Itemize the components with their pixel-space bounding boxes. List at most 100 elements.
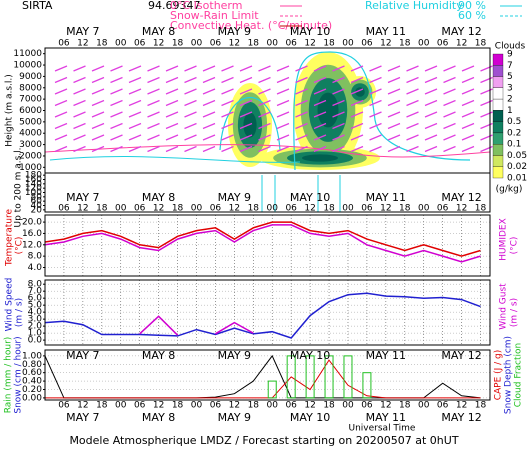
wind-arrow xyxy=(54,76,68,84)
wind-arrow xyxy=(369,122,382,130)
wind-arrow xyxy=(295,65,308,72)
y-tick-label: 60 xyxy=(31,197,43,207)
wind-arrow xyxy=(332,76,345,84)
wind-arrow xyxy=(276,145,290,153)
wind-arrow xyxy=(276,76,290,84)
wind-arrow xyxy=(461,88,475,95)
x-tick-label: 12 xyxy=(153,39,164,49)
x-tick-label: 18 xyxy=(172,401,184,411)
wind-arrow xyxy=(165,122,179,130)
plot-frame xyxy=(44,279,491,346)
wind-arrow xyxy=(350,76,364,84)
y-tick-label: 4.0 xyxy=(28,263,43,273)
wind-arrow xyxy=(110,65,123,72)
wind-arrow xyxy=(91,65,105,72)
x-tick-label: 18 xyxy=(248,39,260,49)
y-tick-label: 12.0 xyxy=(22,240,42,250)
wind-arrow xyxy=(295,145,308,153)
wind-arrow xyxy=(91,134,105,141)
x-tick-label: 18 xyxy=(475,39,487,49)
wind-arrow xyxy=(369,99,382,107)
day-label: MAY 7 xyxy=(66,191,99,204)
axis-title: Temperature xyxy=(5,209,15,267)
wind-arrow xyxy=(443,99,456,107)
x-tick-label: 18 xyxy=(172,204,184,214)
x-tick-label: 18 xyxy=(323,39,335,49)
wind-arrow xyxy=(221,111,234,118)
bar xyxy=(267,380,277,399)
colorbar-band xyxy=(492,87,504,100)
y-tick-label: 11000 xyxy=(13,49,42,59)
colorbar-tick-label: 3 xyxy=(507,83,513,93)
wind-arrow xyxy=(443,122,456,130)
colorbar-tick-label: 0.5 xyxy=(507,117,521,127)
wind-arrow xyxy=(221,76,234,84)
wind-arrow xyxy=(73,145,86,153)
axis-title: Up to 200 m a.s.l. xyxy=(14,147,24,227)
wind-arrow xyxy=(54,134,68,141)
wind-arrow xyxy=(110,122,123,130)
x-tick-label: 12 xyxy=(304,39,315,49)
wind-arrow xyxy=(424,111,438,118)
code: 94.69347 xyxy=(148,0,201,12)
x-tick-label: 00 xyxy=(342,39,354,49)
axis-title: Rain (mm / hour) xyxy=(4,337,14,414)
wind-arrow xyxy=(387,99,401,107)
day-label: MAY 9 xyxy=(218,191,251,204)
wind-arrow xyxy=(461,65,475,72)
series-line xyxy=(44,224,481,263)
x-tick-label: 06 xyxy=(285,204,297,214)
wind-arrow xyxy=(147,134,160,141)
wind-arrow xyxy=(350,88,364,95)
day-label: MAY 10 xyxy=(290,191,330,204)
wind-arrow xyxy=(350,99,364,107)
y-tick-label: 8.0 xyxy=(28,252,43,262)
wind-arrow xyxy=(221,134,234,141)
colorbar-band xyxy=(492,132,504,145)
wind-arrow xyxy=(313,134,327,141)
x-tick-label: 00 xyxy=(115,204,127,214)
wind-arrow xyxy=(258,122,271,130)
day-label: MAY 8 xyxy=(142,411,175,424)
x-tick-label: 18 xyxy=(323,204,335,214)
wind-arrow xyxy=(258,111,271,118)
wind-arrow xyxy=(387,88,401,95)
x-tick-label: 18 xyxy=(399,401,411,411)
colorbar-tick-label: 0.1 xyxy=(507,140,521,150)
wind-arrow xyxy=(313,145,327,153)
wind-arrow xyxy=(332,65,345,72)
x-tick-label: 06 xyxy=(134,39,146,49)
wind-arrow xyxy=(313,111,327,118)
wind-arrow xyxy=(54,65,68,72)
day-label: MAY 12 xyxy=(441,191,481,204)
convective-legend: Convective Heat. (°C/minute) xyxy=(170,19,332,32)
y-tick-label: 0.60 xyxy=(22,368,42,378)
wind-arrow xyxy=(258,65,271,72)
y-tick-label: 6.0 xyxy=(28,294,43,304)
series-line xyxy=(139,315,254,336)
wind-arrow xyxy=(165,134,179,141)
y-tick-label: 3000 xyxy=(19,140,42,150)
x-tick-label: 06 xyxy=(58,401,70,411)
wind-arrow xyxy=(276,122,290,130)
wind-arrow xyxy=(295,76,308,84)
colorbar-title: Clouds xyxy=(495,42,526,52)
wind-arrow xyxy=(443,88,456,95)
wind-arrow xyxy=(424,88,438,95)
y-tick-label: 20.0 xyxy=(22,218,42,228)
bar xyxy=(324,355,334,399)
wind-arrow xyxy=(332,145,345,153)
rh-legend: Relative Humidity xyxy=(365,0,463,12)
y-tick-label: 5000 xyxy=(19,117,42,127)
wind-arrow xyxy=(73,99,86,107)
wind-arrow xyxy=(313,76,327,84)
wind-arrow xyxy=(221,88,234,95)
wind-arrow xyxy=(276,134,290,141)
colorbar-band xyxy=(492,110,504,122)
wind-arrow xyxy=(165,65,179,72)
day-label: MAY 7 xyxy=(66,411,99,424)
wind-arrow xyxy=(369,65,382,72)
wind-arrow xyxy=(332,88,345,95)
wind-arrow xyxy=(239,134,253,141)
wind-arrow xyxy=(202,122,216,130)
